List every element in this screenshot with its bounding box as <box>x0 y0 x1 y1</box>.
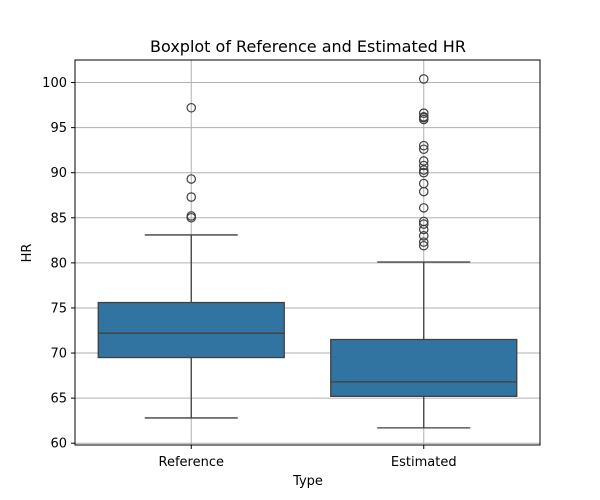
box-group-estimated <box>330 74 518 429</box>
y-tick-label: 60 <box>50 437 67 452</box>
outlier-point <box>418 144 429 155</box>
iqr-box <box>97 301 285 359</box>
outlier-point <box>418 165 429 175</box>
y-tick-label: 75 <box>50 301 67 316</box>
x-tick-label: Estimated <box>391 455 457 470</box>
y-axis-label: HR <box>20 244 35 263</box>
y-tick-label: 85 <box>50 211 67 226</box>
outlier-point <box>418 240 429 251</box>
outlier-point <box>418 178 429 189</box>
y-tick-label: 95 <box>50 121 67 136</box>
outlier-point <box>186 174 197 184</box>
axis-ticks: 60 65 70 75 80 85 90 95 100 Reference Estimated <box>42 76 456 470</box>
outlier-point <box>418 167 429 178</box>
y-tick-label: 65 <box>50 392 67 407</box>
box-group-reference <box>97 102 285 419</box>
outlier-point <box>418 203 429 213</box>
outlier-point <box>418 140 429 151</box>
x-tick-label: Reference <box>159 455 224 470</box>
outlier-point <box>186 192 197 202</box>
outlier-point <box>418 112 429 122</box>
chart-title: Boxplot of Reference and Estimated HR <box>150 37 466 56</box>
outlier-point <box>418 156 429 166</box>
y-tick-label: 70 <box>50 347 67 362</box>
outlier-point <box>418 216 429 227</box>
x-axis-label: Type <box>292 474 323 489</box>
outlier-point <box>418 160 429 171</box>
y-tick-label: 90 <box>50 166 67 181</box>
outlier-point <box>186 102 197 113</box>
outlier-point <box>418 219 429 229</box>
y-tick-label: 100 <box>42 76 67 91</box>
boxes <box>97 74 518 429</box>
outlier-point <box>418 231 429 241</box>
outlier-point <box>418 74 429 84</box>
outlier-point <box>418 237 429 247</box>
outlier-point <box>186 211 197 221</box>
plot-frame <box>74 59 541 446</box>
y-tick-label: 80 <box>50 256 67 271</box>
outlier-point <box>418 108 429 118</box>
iqr-box <box>330 338 518 397</box>
